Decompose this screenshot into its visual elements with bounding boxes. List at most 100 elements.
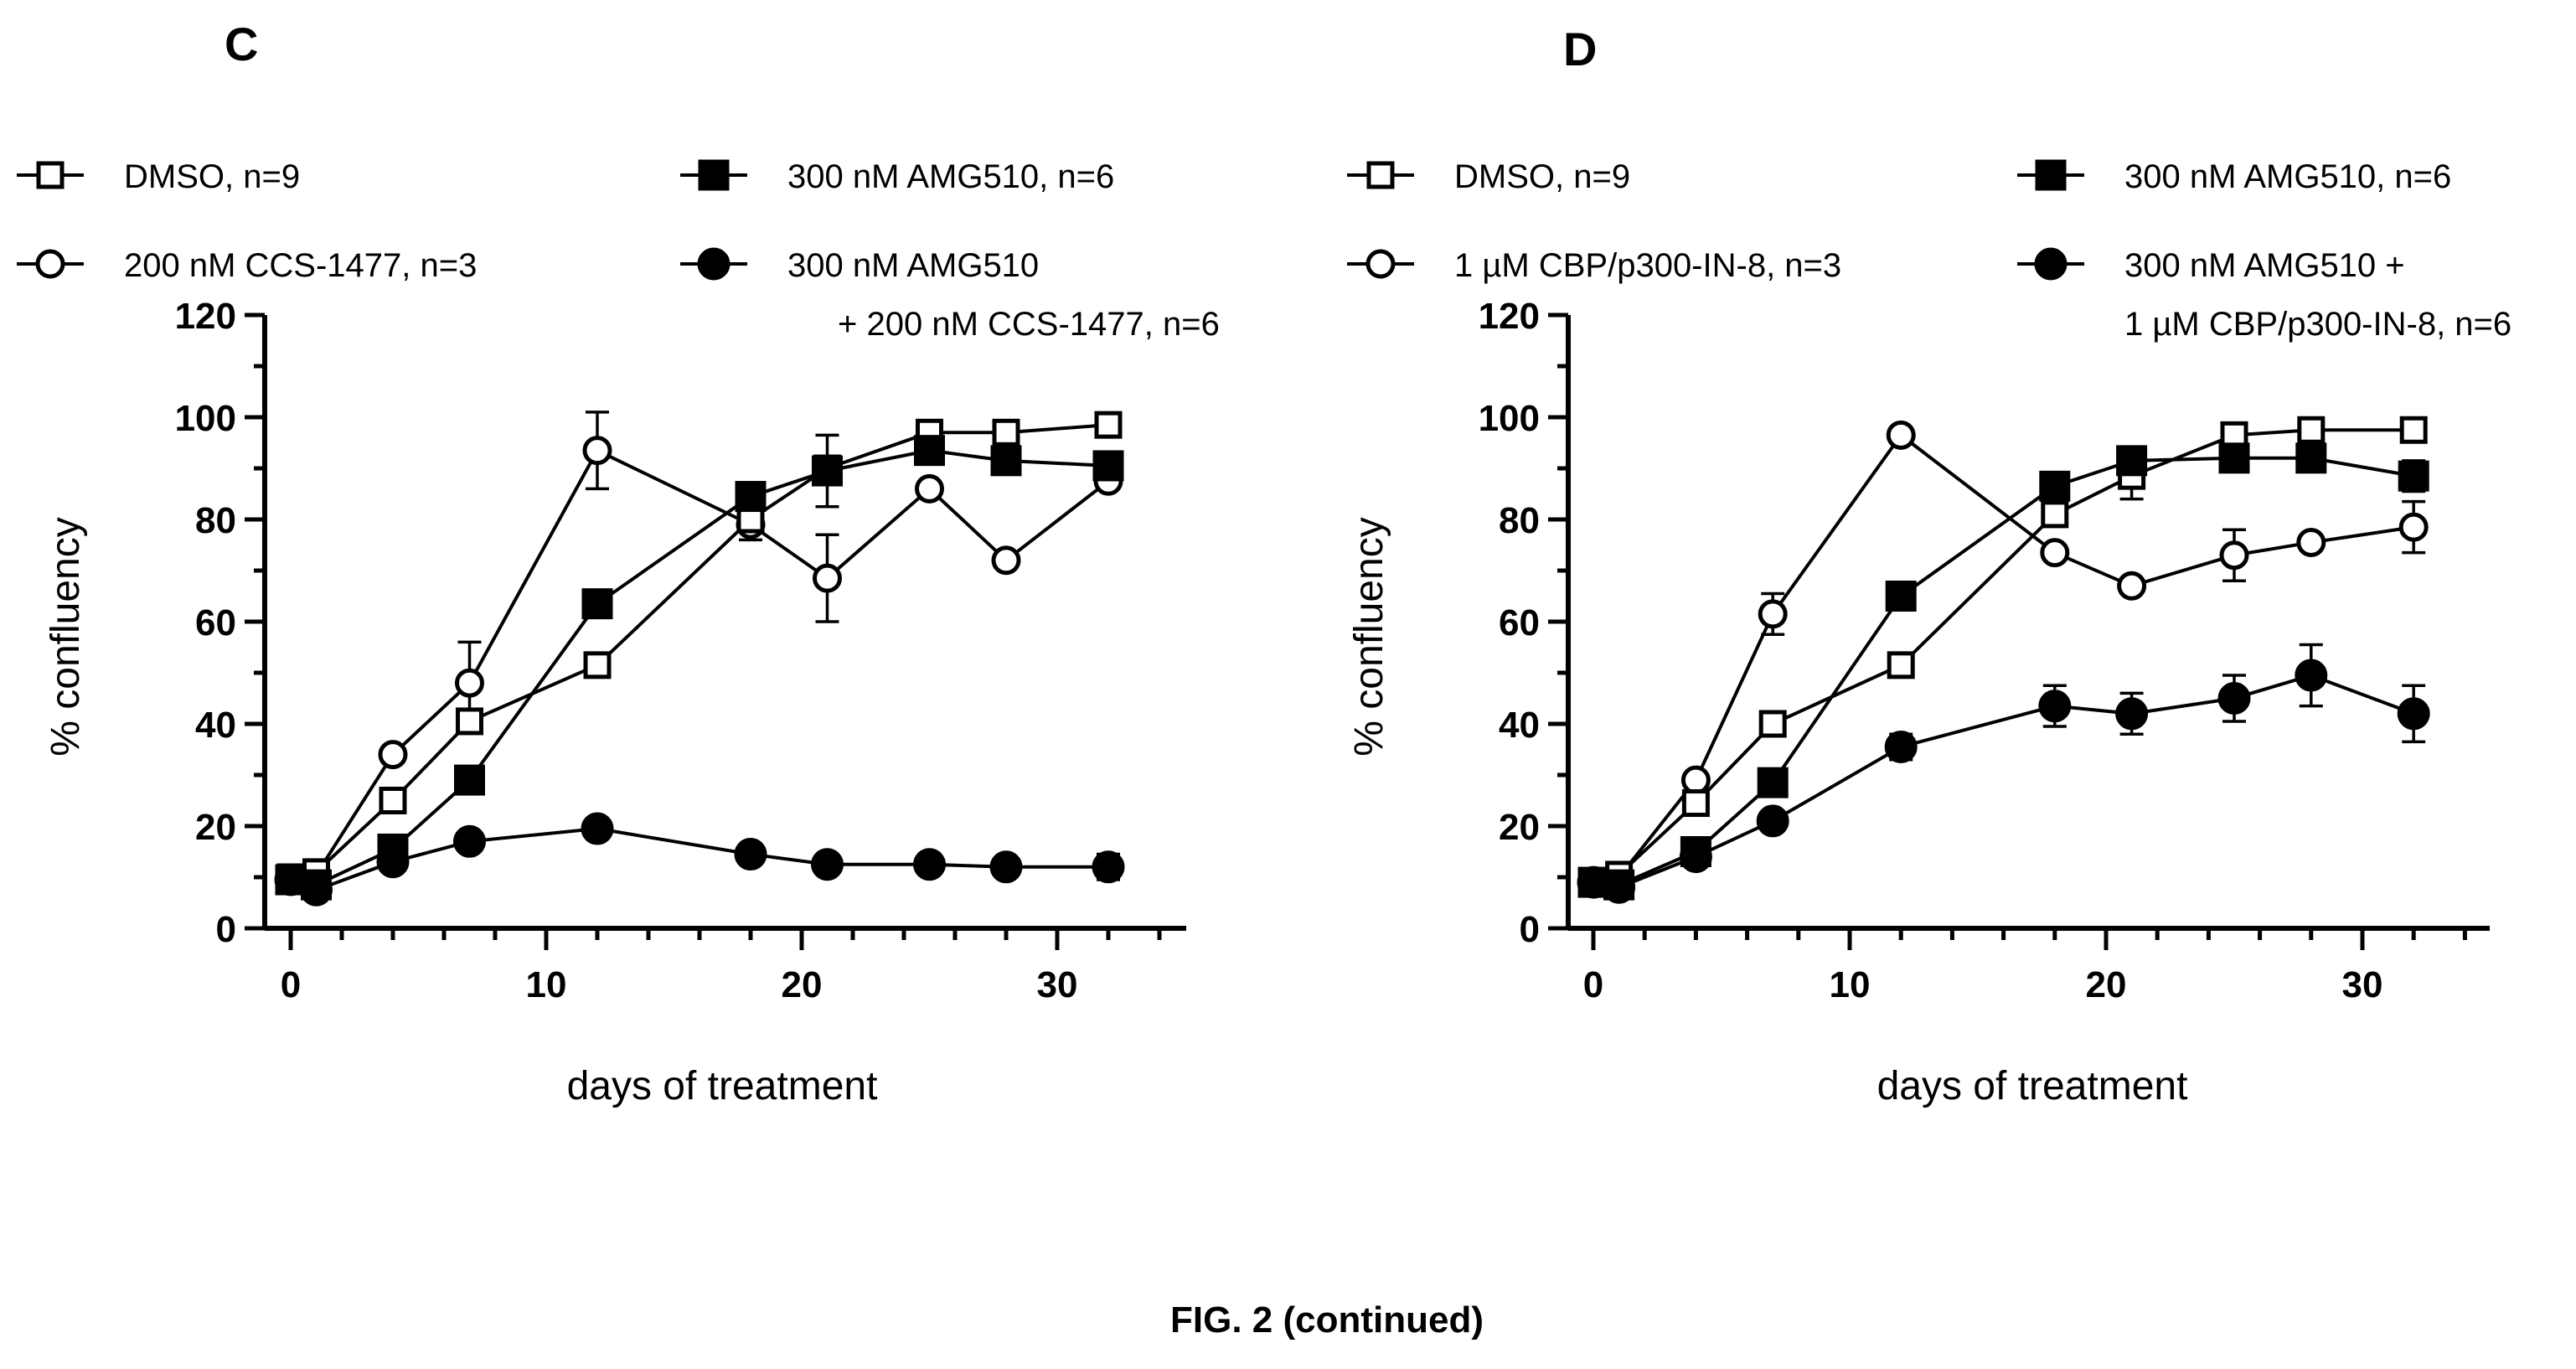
series-line	[290, 448, 1109, 887]
legend-item-combination: 300 nM AMG510 + 200 nM CCS-1477, n=6	[680, 247, 1220, 343]
panel-d: D DMSO, n=9 300 nM AMG510, n=6 1 µM CBP/…	[1347, 23, 2511, 1108]
data-point	[454, 764, 485, 796]
y-tick-label: 100	[175, 398, 236, 439]
data-point	[1577, 865, 1610, 899]
data-point	[2115, 697, 2149, 731]
y-tick-label: 120	[175, 296, 236, 337]
legend-marker-open-square	[1347, 161, 1414, 189]
legend-symbol	[36, 161, 65, 189]
data-point	[734, 838, 767, 871]
data-point	[2295, 659, 2328, 692]
y-tick-label: 20	[1499, 807, 1540, 848]
data-point	[2219, 540, 2249, 571]
data-point	[2041, 500, 2069, 529]
legend-symbol	[1365, 249, 1396, 279]
series-line	[1593, 428, 2414, 885]
legend-c: DMSO, n=9 300 nM AMG510, n=6 200 nM CCS-…	[17, 158, 1220, 343]
data-point	[455, 668, 484, 698]
data-point	[2217, 682, 2251, 715]
legend-item-ccs1477: 200 nM CCS-1477, n=3	[17, 247, 477, 284]
data-point	[379, 787, 407, 814]
x-axis-label: days of treatment	[567, 1064, 878, 1108]
data-point	[813, 563, 842, 593]
x-tick-label: 10	[1830, 964, 1871, 1005]
series-filled-circle	[274, 812, 1125, 907]
series-line	[1593, 432, 2414, 885]
series-line	[290, 423, 1109, 879]
series-line	[290, 448, 1110, 882]
legend-label-line2: + 200 nM CCS-1477, n=6	[838, 306, 1220, 343]
data-point	[989, 850, 1023, 884]
data-point	[2297, 416, 2326, 444]
data-point	[2116, 445, 2148, 477]
x-axis-label: days of treatment	[1877, 1064, 2188, 1108]
data-point	[2040, 538, 2070, 568]
series-open-square	[276, 411, 1123, 891]
data-point	[991, 545, 1021, 576]
data-point	[1092, 450, 1124, 482]
data-point	[1885, 581, 1917, 612]
legend-item-cbp-p300: 1 µM CBP/p300-IN-8, n=3	[1347, 247, 1841, 284]
data-point	[2039, 470, 2071, 502]
legend-item-amg510: 300 nM AMG510, n=6	[2017, 158, 2451, 195]
legend-marker-filled-circle	[680, 247, 747, 281]
data-point	[990, 445, 1022, 477]
data-point	[1886, 420, 1916, 450]
legend-item-dmso: DMSO, n=9	[17, 158, 300, 195]
data-point	[453, 824, 486, 858]
data-point	[812, 455, 843, 487]
y-tick-label: 0	[1520, 909, 1540, 950]
legend-marker-filled-circle	[2017, 247, 2084, 281]
series-open-circle	[276, 411, 1123, 895]
data-point	[914, 435, 945, 467]
data-point	[1756, 804, 1789, 838]
legend-marker-filled-square	[2017, 159, 2084, 191]
x-tick-label: 10	[526, 964, 567, 1005]
data-point	[2296, 527, 2326, 557]
legend-symbol	[1366, 161, 1395, 189]
legend-label: DMSO, n=9	[1454, 158, 1630, 195]
figure-caption: FIG. 2 (continued)	[1170, 1299, 1484, 1341]
data-point	[1094, 411, 1123, 439]
data-point	[1887, 651, 1915, 679]
data-point	[2398, 460, 2429, 492]
x-tick-label: 30	[1037, 964, 1078, 1005]
y-tick-label: 60	[195, 602, 236, 643]
legend-item-combination: 300 nM AMG510 + 1 µM CBP/p300-IN-8, n=6	[2017, 247, 2511, 343]
legend-marker-open-square	[17, 161, 84, 189]
legend-label: 300 nM AMG510, n=6	[2124, 158, 2451, 195]
series-filled-circle	[1577, 643, 2430, 904]
panel-letter-c: C	[225, 18, 258, 70]
data-point	[456, 707, 483, 736]
x-tick-label: 0	[281, 964, 301, 1005]
legend-symbol	[35, 249, 65, 279]
data-point	[376, 845, 410, 879]
y-tick-label: 40	[1499, 705, 1540, 746]
legend-marker-filled-square	[680, 159, 747, 191]
series-line	[290, 827, 1108, 892]
data-point	[2295, 442, 2327, 474]
legend-marker-open-circle	[1347, 249, 1414, 279]
data-point	[2117, 571, 2147, 601]
data-point	[811, 848, 844, 881]
plot-area: 0 20 40 60 80 100 120 0 10 20 30	[1479, 296, 2490, 1005]
y-tick-label: 80	[195, 500, 236, 541]
data-point	[1681, 789, 1710, 818]
y-axis-label: % confluency	[1347, 517, 1391, 757]
legend-label: 1 µM CBP/p300-IN-8, n=3	[1454, 247, 1841, 284]
x-tick-label: 0	[1583, 964, 1603, 1005]
data-point	[582, 436, 612, 466]
series-line	[1593, 456, 2414, 887]
legend-marker-open-circle	[17, 249, 84, 279]
legend-symbol	[698, 159, 730, 191]
panel-letter-d: D	[1563, 23, 1597, 75]
legend-label: 300 nM AMG510 +	[2124, 247, 2405, 284]
plot-area: 0 20 40 60 80 100 120 0 10 20 30	[175, 296, 1186, 1005]
series-line	[1593, 673, 2414, 890]
y-tick-label: 60	[1499, 602, 1540, 643]
legend-item-dmso: DMSO, n=9	[1347, 158, 1630, 195]
series-filled-square	[275, 433, 1124, 901]
y-tick-label: 40	[195, 705, 236, 746]
data-point	[1758, 599, 1788, 629]
